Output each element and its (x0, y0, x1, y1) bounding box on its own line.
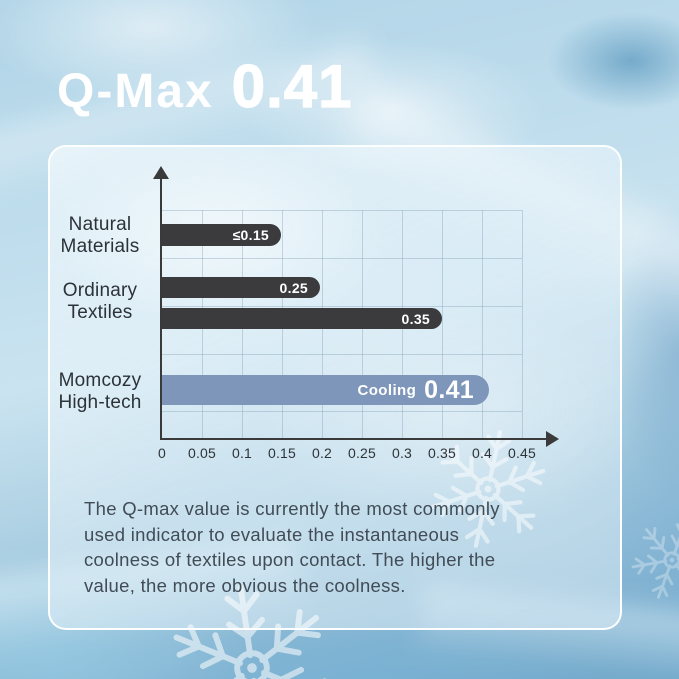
category-label: Ordinary Textiles (62, 280, 138, 323)
x-tick-label: 0 (158, 445, 166, 461)
h-gridline (162, 210, 522, 211)
y-axis-line (160, 178, 162, 439)
description-line: coolness of textiles upon contact. The h… (84, 549, 496, 570)
y-axis-arrow-icon (153, 166, 169, 179)
v-gridline (522, 210, 523, 438)
bar-momcozy-high-tech: Cooling 0.41 (162, 375, 489, 405)
x-axis-arrow-icon (546, 431, 559, 447)
description-paragraph: The Q-max value is currently the most co… (84, 496, 500, 598)
x-tick-label: 0.25 (347, 445, 377, 461)
x-tick-label: 0.3 (391, 445, 413, 461)
category-label: Momcozy High-tech (58, 370, 142, 413)
x-tick-label: 0.15 (267, 445, 297, 461)
title-prefix: Q-Max (57, 65, 214, 118)
bar-value-label: 0.35 (401, 310, 430, 327)
bar-value-label: 0.25 (279, 279, 308, 296)
h-gridline (162, 306, 522, 307)
x-tick-label: 0.45 (507, 445, 537, 461)
h-gridline (162, 258, 522, 259)
bar-label-prefix: Cooling (357, 381, 417, 399)
v-gridline (482, 210, 483, 438)
bar-ordinary-textiles: 0.35 (162, 308, 442, 329)
x-axis-line (160, 438, 548, 440)
h-gridline (162, 411, 522, 412)
bar-ordinary-textiles: 0.25 (162, 277, 320, 298)
bar-natural-materials: ≤0.15 (162, 224, 281, 246)
bar-value-label: 0.41 (424, 375, 474, 404)
x-tick-label: 0.4 (471, 445, 493, 461)
x-tick-label: 0.05 (187, 445, 217, 461)
description-line: used indicator to evaluate the instantan… (84, 523, 460, 545)
page-title: Q-Max 0.41 (57, 52, 352, 121)
category-label: Natural Materials (60, 214, 140, 257)
bar-value-label: ≤0.15 (232, 227, 269, 243)
description-line: value, the more obvious the coolness. (84, 574, 406, 596)
x-tick-label: 0.2 (311, 445, 333, 461)
x-tick-label: 0.35 (427, 445, 457, 461)
description-line: The Q-max value is currently the most co… (84, 498, 500, 519)
h-gridline (162, 354, 522, 355)
title-value: 0.41 (231, 52, 353, 120)
x-tick-label: 0.1 (231, 445, 253, 461)
